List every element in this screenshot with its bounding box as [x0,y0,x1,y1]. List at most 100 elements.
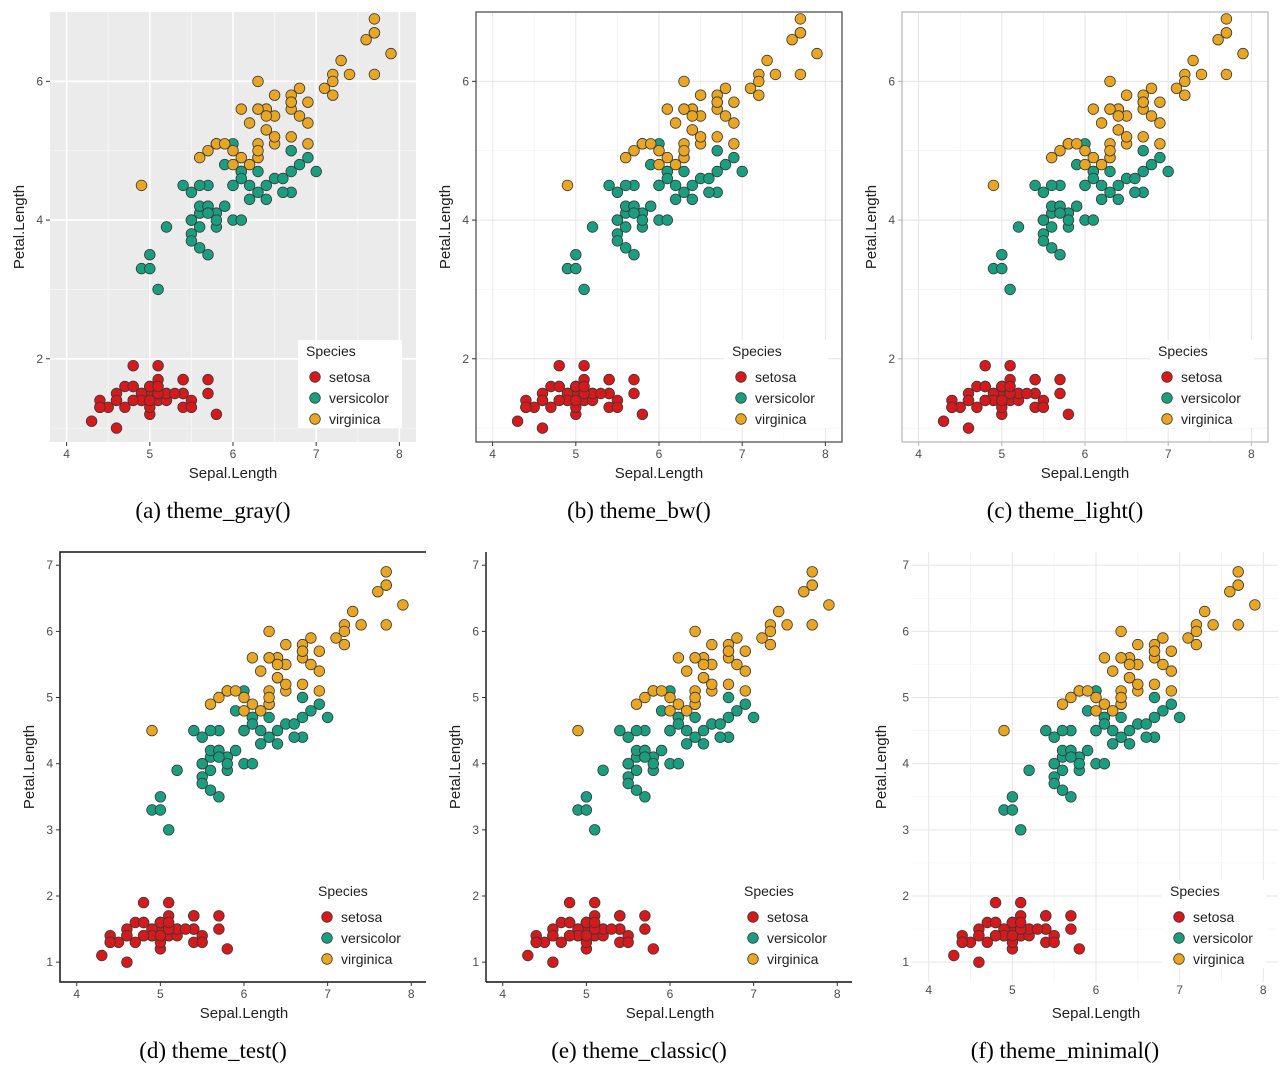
data-point-virginica [1087,151,1100,164]
data-point-versicolor [271,738,284,750]
data-point-versicolor [154,791,167,803]
data-point-versicolor [1048,731,1060,743]
data-point-virginica [302,96,314,108]
legend-key-virginica [735,413,747,425]
data-point-versicolor [310,165,322,178]
data-point-virginica [1157,658,1169,671]
data-point-virginica [313,665,326,677]
legend-key-virginica [321,953,333,965]
data-point-versicolor [747,711,760,724]
data-point-setosa [553,360,565,372]
data-point-virginica [1132,638,1144,651]
data-point-setosa [127,394,139,407]
data-point-virginica [1137,131,1149,143]
chart-gray: 4 5 6 7 8 2 4 6 Sepal.Length Petal.Length Species s… [11,12,416,482]
data-point-versicolor [202,207,214,219]
data-point-virginica [305,632,317,644]
data-point-virginica [252,75,264,88]
data-point-versicolor [1087,214,1100,226]
legend-key-versicolor [735,392,747,404]
data-point-virginica [823,599,835,611]
data-point-setosa [536,422,549,434]
data-point-virginica [202,144,214,157]
y-tick-label: 2 [462,352,469,366]
data-point-virginica [305,658,317,671]
legend-key-setosa [735,371,747,383]
data-point-setosa [962,394,975,407]
data-point-versicolor [714,731,726,743]
data-point-versicolor [185,214,198,226]
y-tick-label: 6 [888,74,895,88]
data-point-versicolor [1065,791,1077,803]
data-point-virginica [243,117,256,129]
data-point-virginica [1148,678,1161,691]
data-point-versicolor [1006,804,1019,816]
data-point-setosa [121,930,133,942]
chart-bw: 4 5 6 7 8 2 4 6 Sepal.Length Petal.Length Species s… [437,11,843,482]
y-axis-title: Petal.Length [873,725,890,809]
data-point-virginica [227,158,239,171]
data-point-versicolor [260,179,273,192]
x-tick-label: 6 [241,987,248,1001]
y-tick-label: 6 [472,624,479,638]
data-point-virginica [664,691,676,704]
chart-panel-test: 4 5 6 7 8 1 2 3 4 5 6 7 Sepal.Length Petal.Length Spec… [0,534,426,1068]
data-point-virginica [722,645,735,657]
data-point-setosa [162,896,175,909]
x-tick-label: 6 [1082,447,1089,461]
data-point-versicolor [614,724,626,737]
legend-key-setosa [1173,911,1185,923]
data-point-versicolor [711,144,723,157]
series-versicolor [561,138,748,296]
data-point-setosa [1073,943,1086,955]
data-point-virginica [1187,54,1199,67]
data-point-virginica [619,151,632,164]
legend-key-versicolor [309,392,321,404]
data-point-virginica [313,645,326,657]
data-point-setosa [588,896,601,909]
data-point-virginica [313,685,326,697]
data-point-versicolor [305,705,317,717]
data-point-versicolor [243,193,256,206]
data-point-setosa [221,943,234,955]
data-point-versicolor [622,757,634,770]
y-tick-label: 2 [888,352,895,366]
data-point-virginica [343,68,356,81]
data-point-versicolor [586,221,599,233]
x-axis-title: Sepal.Length [189,465,277,482]
data-point-setosa [96,949,108,962]
data-point-virginica [385,47,397,60]
data-point-virginica [360,34,372,46]
data-point-virginica [330,632,342,644]
data-point-versicolor [285,144,297,157]
data-point-versicolor [647,757,660,770]
data-point-setosa [169,387,181,400]
data-point-versicolor [252,165,264,178]
data-point-virginica [1148,645,1161,657]
x-tick-label: 5 [146,447,153,461]
data-point-virginica [678,144,690,157]
data-point-virginica [1182,632,1194,644]
data-point-virginica [697,671,710,684]
data-point-virginica [368,68,381,81]
data-point-virginica [238,705,250,717]
data-point-virginica [722,678,735,691]
x-tick-label: 7 [313,447,320,461]
data-point-setosa [973,930,985,942]
legend-key-setosa [747,911,759,923]
data-point-virginica [769,68,782,81]
data-point-versicolor [196,757,208,770]
y-axis-title: Petal.Length [863,185,880,269]
data-point-setosa [989,930,1002,942]
data-point-versicolor [1098,718,1111,730]
data-point-virginica [630,698,643,710]
y-tick-label: 5 [46,691,53,705]
x-tick-label: 6 [230,447,237,461]
data-point-setosa [154,930,167,942]
data-point-versicolor [1014,824,1027,836]
data-point-setosa [1014,896,1027,909]
data-point-virginica [280,638,292,651]
caption-test: (d) theme_test() [139,1038,287,1063]
data-point-versicolor [672,718,685,730]
data-point-versicolor [235,172,248,185]
